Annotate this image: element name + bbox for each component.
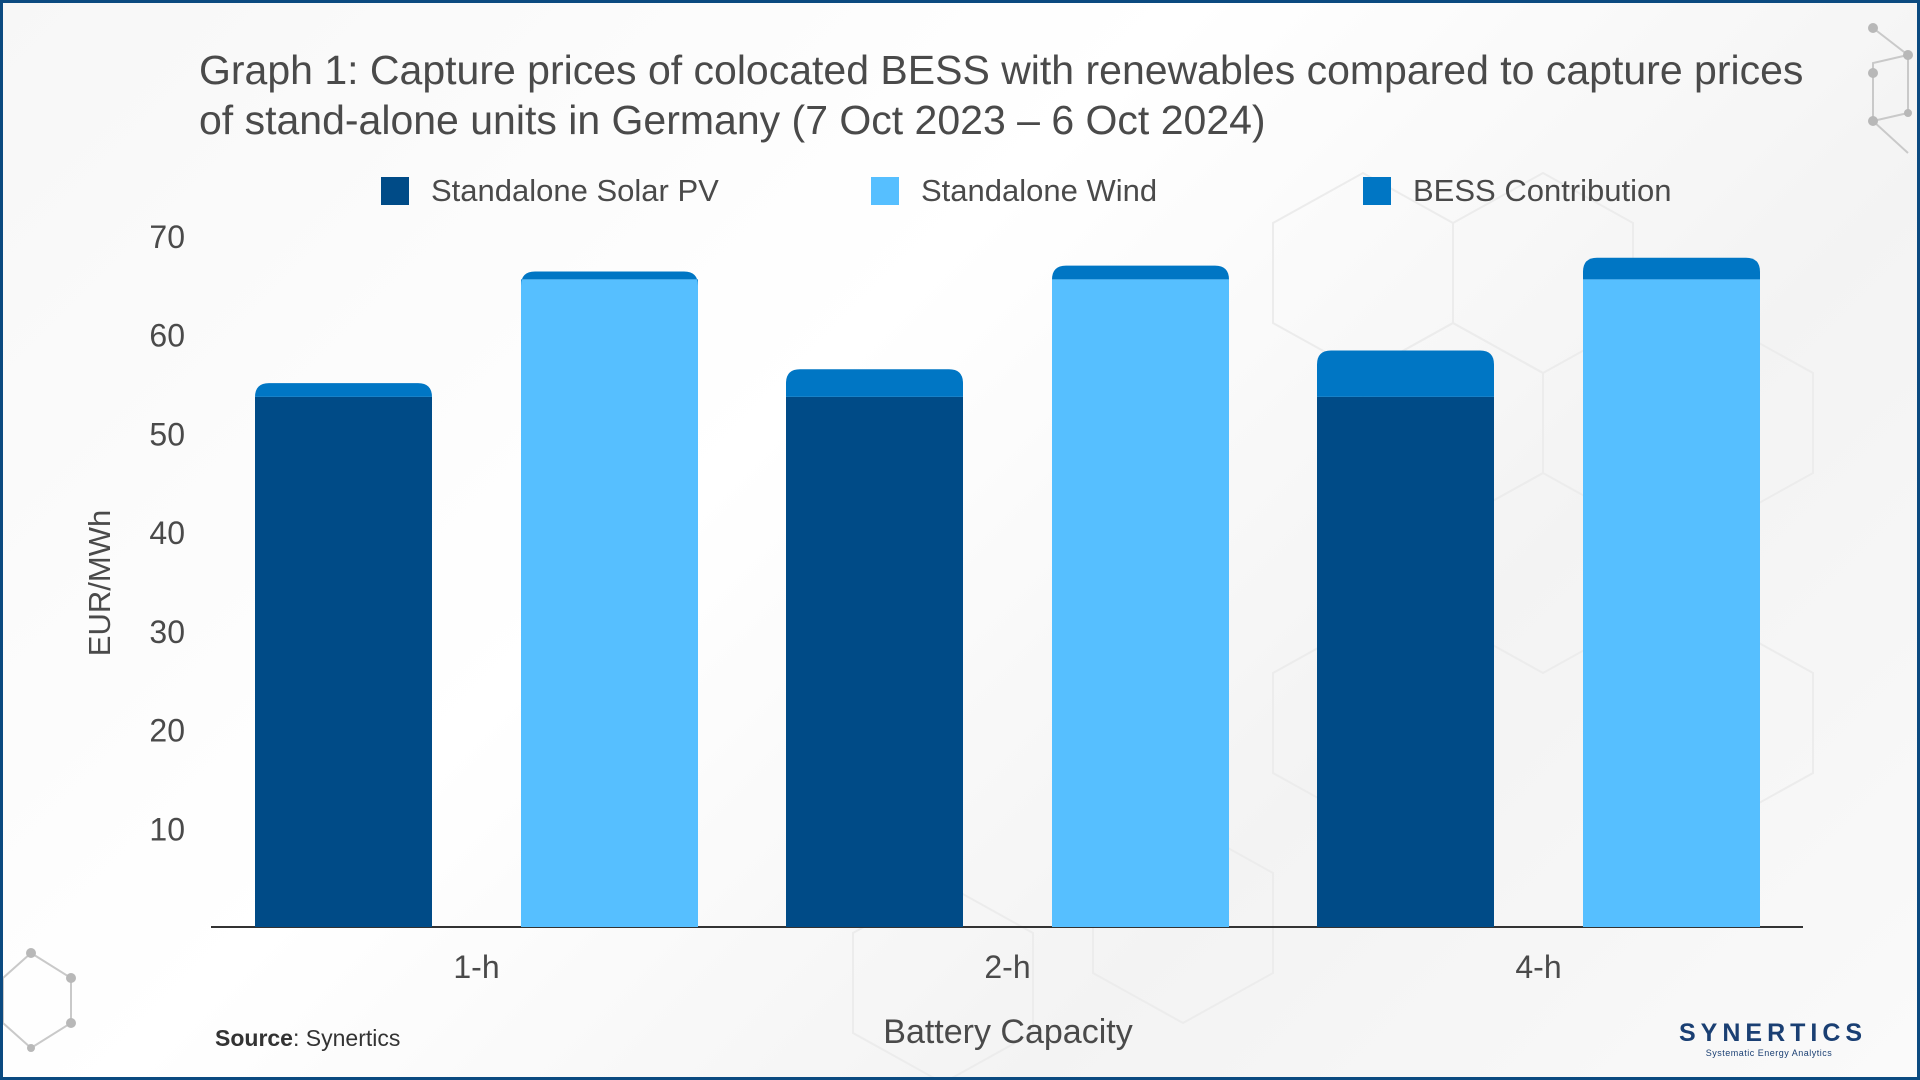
legend-item-bess: BESS Contribution: [1363, 173, 1671, 209]
bar-solar-2-h: [786, 396, 963, 927]
bar-chart: 10 20 30 40 50 60 70 EUR/MWh 1-h 2-h 4-h Battery Ca…: [82, 219, 1803, 1051]
molecule-decoration-top-right: [1872, 27, 1909, 154]
bar-solar-4-h: [1317, 396, 1494, 927]
legend-swatch-wind: [871, 177, 899, 205]
legend-swatch-solar: [381, 177, 409, 205]
logo-name: SYNERTICS: [1679, 1019, 1868, 1047]
chart-title: Graph 1: Capture prices of colocated BES…: [199, 47, 1804, 143]
y-tick-label-10: 10: [149, 811, 185, 847]
logo-tagline: Systematic Energy Analytics: [1705, 1048, 1833, 1058]
source-label: Source: [215, 1025, 293, 1051]
legend-swatch-bess: [1363, 177, 1391, 205]
legend-label-wind: Standalone Wind: [921, 173, 1158, 208]
bar-bess-wind-1-h: [521, 271, 698, 286]
y-tick-label-60: 60: [149, 318, 185, 354]
bar-wind-2-h: [1052, 279, 1229, 927]
y-tick-label-40: 40: [149, 515, 185, 551]
bar-bess-solar-2-h: [786, 369, 963, 397]
legend-label-bess: BESS Contribution: [1413, 173, 1672, 208]
bar-wind-1-h: [521, 279, 698, 927]
x-tick-label-1-h: 1-h: [453, 949, 499, 985]
y-tick-label-30: 30: [149, 614, 185, 650]
bar-solar-1-h: [255, 396, 432, 927]
bar-bess-wind-4-h: [1583, 257, 1760, 280]
bar-bess-solar-4-h: [1317, 350, 1494, 397]
legend-label-solar: Standalone Solar PV: [431, 173, 719, 208]
x-axis-label: Battery Capacity: [883, 1013, 1132, 1051]
bar-bess-wind-2-h: [1052, 265, 1229, 280]
x-tick-label-2-h: 2-h: [984, 949, 1030, 985]
legend-item-solar: Standalone Solar PV: [381, 173, 719, 209]
source-note: Source: Synertics: [215, 1025, 400, 1052]
chart-legend: Standalone Solar PV Standalone Wind BESS…: [3, 173, 1917, 213]
y-axis-label: EUR/MWh: [82, 510, 117, 656]
bar-wind-4-h: [1583, 279, 1760, 927]
synertics-logo: SYNERTICS Systematic Energy Analytics: [1679, 1019, 1868, 1059]
y-tick-label-20: 20: [149, 713, 185, 749]
bar-bess-solar-1-h: [255, 383, 432, 398]
x-tick-label-4-h: 4-h: [1515, 949, 1561, 985]
y-tick-label-70: 70: [149, 219, 185, 255]
source-text: : Synertics: [292, 1025, 401, 1051]
legend-item-wind: Standalone Wind: [871, 173, 1157, 209]
y-tick-label-50: 50: [149, 416, 185, 452]
